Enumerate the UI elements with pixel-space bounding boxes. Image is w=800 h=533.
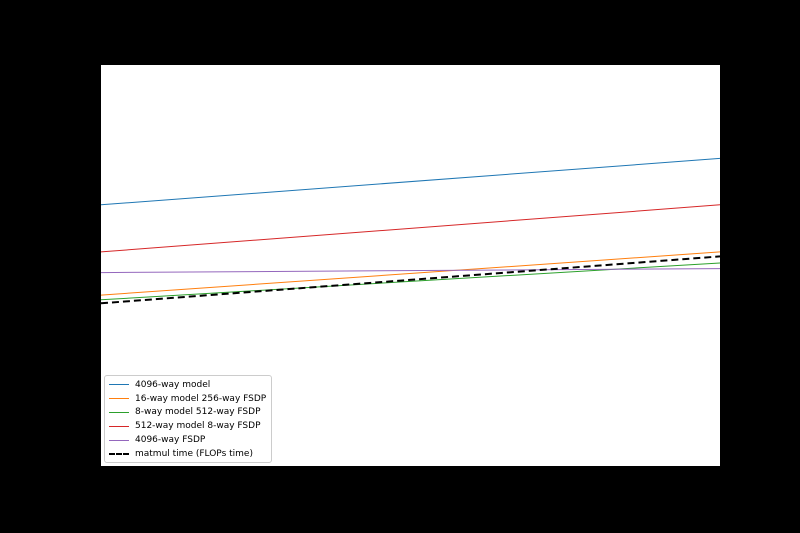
series-line-2: [100, 251, 721, 296]
tick-layer: [97, 64, 721, 471]
legend-item-6: matmul time (FLOPs time): [109, 447, 267, 461]
legend-label: 8-way model 512-way FSDP: [135, 407, 261, 418]
legend-item-2: 16-way model 256-way FSDP: [109, 392, 267, 406]
legend-item-4: 512-way model 8-way FSDP: [109, 419, 267, 433]
series-line-5: [100, 268, 721, 274]
legend-item-3: 8-way model 512-way FSDP: [109, 406, 267, 420]
legend-swatch: [109, 411, 129, 413]
series-layer: [100, 157, 721, 305]
legend-item-1: 4096-way model: [109, 378, 267, 392]
legend-item-5: 4096-way FSDP: [109, 433, 267, 447]
legend-label: matmul time (FLOPs time): [135, 448, 253, 459]
legend: 4096-way model 16-way model 256-way FSDP 8…: [104, 375, 272, 463]
legend-label: 16-way model 256-way FSDP: [135, 393, 267, 404]
legend-swatch: [109, 384, 129, 386]
legend-label: 4096-way model: [135, 379, 211, 390]
legend-swatch: [109, 452, 129, 455]
legend-swatch: [109, 398, 129, 400]
legend-label: 4096-way FSDP: [135, 435, 206, 446]
series-line-6: [100, 255, 721, 305]
legend-swatch: [109, 439, 129, 441]
legend-label: 512-way model 8-way FSDP: [135, 421, 261, 432]
series-line-1: [100, 157, 721, 206]
series-line-4: [100, 204, 721, 253]
legend-swatch: [109, 425, 129, 427]
